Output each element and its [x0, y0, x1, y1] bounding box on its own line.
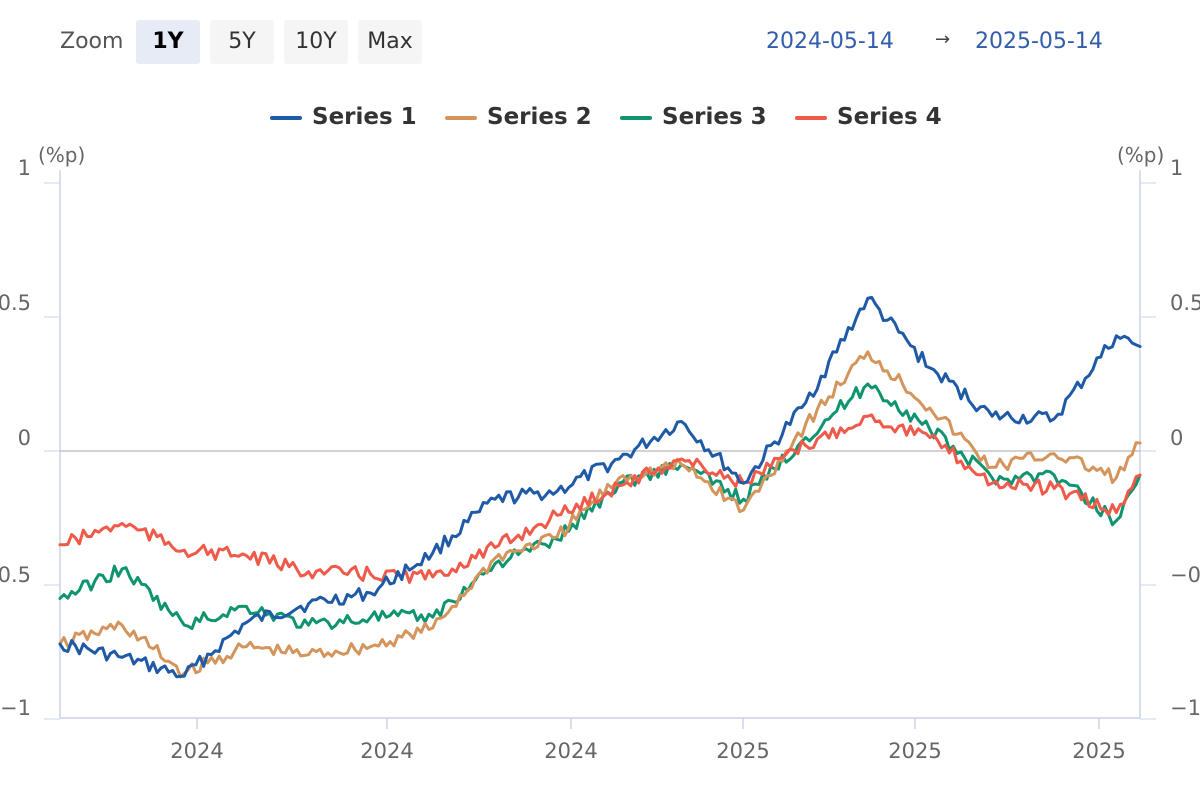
legend-swatch-series-3	[620, 116, 652, 120]
y-tick-label-right: −0.5	[1170, 563, 1200, 587]
legend-swatch-series-2	[445, 116, 477, 120]
x-tick-label: 2024	[360, 739, 413, 763]
legend-swatch-series-4	[795, 116, 827, 120]
zoom-10y-button[interactable]: 10Y	[284, 20, 348, 64]
x-tick-label: 2025	[888, 739, 941, 763]
y-tick-label-left: −1	[0, 696, 31, 720]
legend-label-series-2: Series 2	[487, 104, 592, 130]
y-unit-left: (%p)	[38, 143, 85, 167]
zoom-5y-button[interactable]: 5Y	[210, 20, 274, 64]
range-start-date[interactable]: 2024-05-14	[766, 29, 894, 54]
range-end-date[interactable]: 2025-05-14	[975, 29, 1103, 54]
series-line-4[interactable]	[58, 413, 1142, 584]
y-tick-label-right: 1	[1170, 156, 1183, 180]
y-axis-left: −1 −0.5 0 0.5 1	[0, 156, 60, 720]
series-lines	[58, 295, 1142, 679]
legend-item-series-4[interactable]: Series 4	[795, 100, 942, 136]
toolbar: Zoom 1Y 5Y 10Y Max 2024-05-14 → 2025-05-…	[0, 0, 1200, 80]
y-tick-label-right: 0.5	[1170, 291, 1200, 315]
x-tick-label: 2024	[544, 739, 597, 763]
zoom-max-button[interactable]: Max	[358, 20, 422, 64]
x-axis: 2024 2024 2024 2025 2025 2025	[170, 718, 1126, 763]
y-tick-label-right: 0	[1170, 426, 1183, 450]
legend-item-series-1[interactable]: Series 1	[270, 100, 417, 136]
zoom-1y-button[interactable]: 1Y	[136, 20, 200, 64]
x-tick-label: 2025	[1072, 739, 1125, 763]
legend-item-series-2[interactable]: Series 2	[445, 100, 592, 136]
series-line-1[interactable]	[58, 295, 1142, 679]
y-unit-right: (%p)	[1117, 143, 1164, 167]
legend-label-series-3: Series 3	[662, 104, 767, 130]
y-tick-label-left: −0.5	[0, 563, 31, 587]
range-arrow-icon: →	[935, 29, 951, 50]
y-tick-label-left: 1	[18, 156, 31, 180]
y-tick-label-right: −1	[1170, 696, 1200, 720]
chart-legend: Series 1 Series 2 Series 3 Series 4	[0, 100, 1200, 136]
zoom-label: Zoom	[60, 29, 124, 54]
y-axis-right: −1 −0.5 0 0.5 1	[1140, 156, 1200, 720]
x-tick-label: 2024	[170, 739, 223, 763]
plot-area	[60, 170, 1140, 718]
y-tick-label-left: 0.5	[0, 291, 31, 315]
legend-item-series-3[interactable]: Series 3	[620, 100, 767, 136]
y-tick-label-left: 0	[18, 426, 31, 450]
legend-swatch-series-1	[270, 116, 302, 120]
series-line-2[interactable]	[58, 350, 1142, 679]
series-line-3[interactable]	[58, 382, 1142, 631]
legend-label-series-1: Series 1	[312, 104, 417, 130]
x-tick-label: 2025	[716, 739, 769, 763]
legend-label-series-4: Series 4	[837, 104, 942, 130]
